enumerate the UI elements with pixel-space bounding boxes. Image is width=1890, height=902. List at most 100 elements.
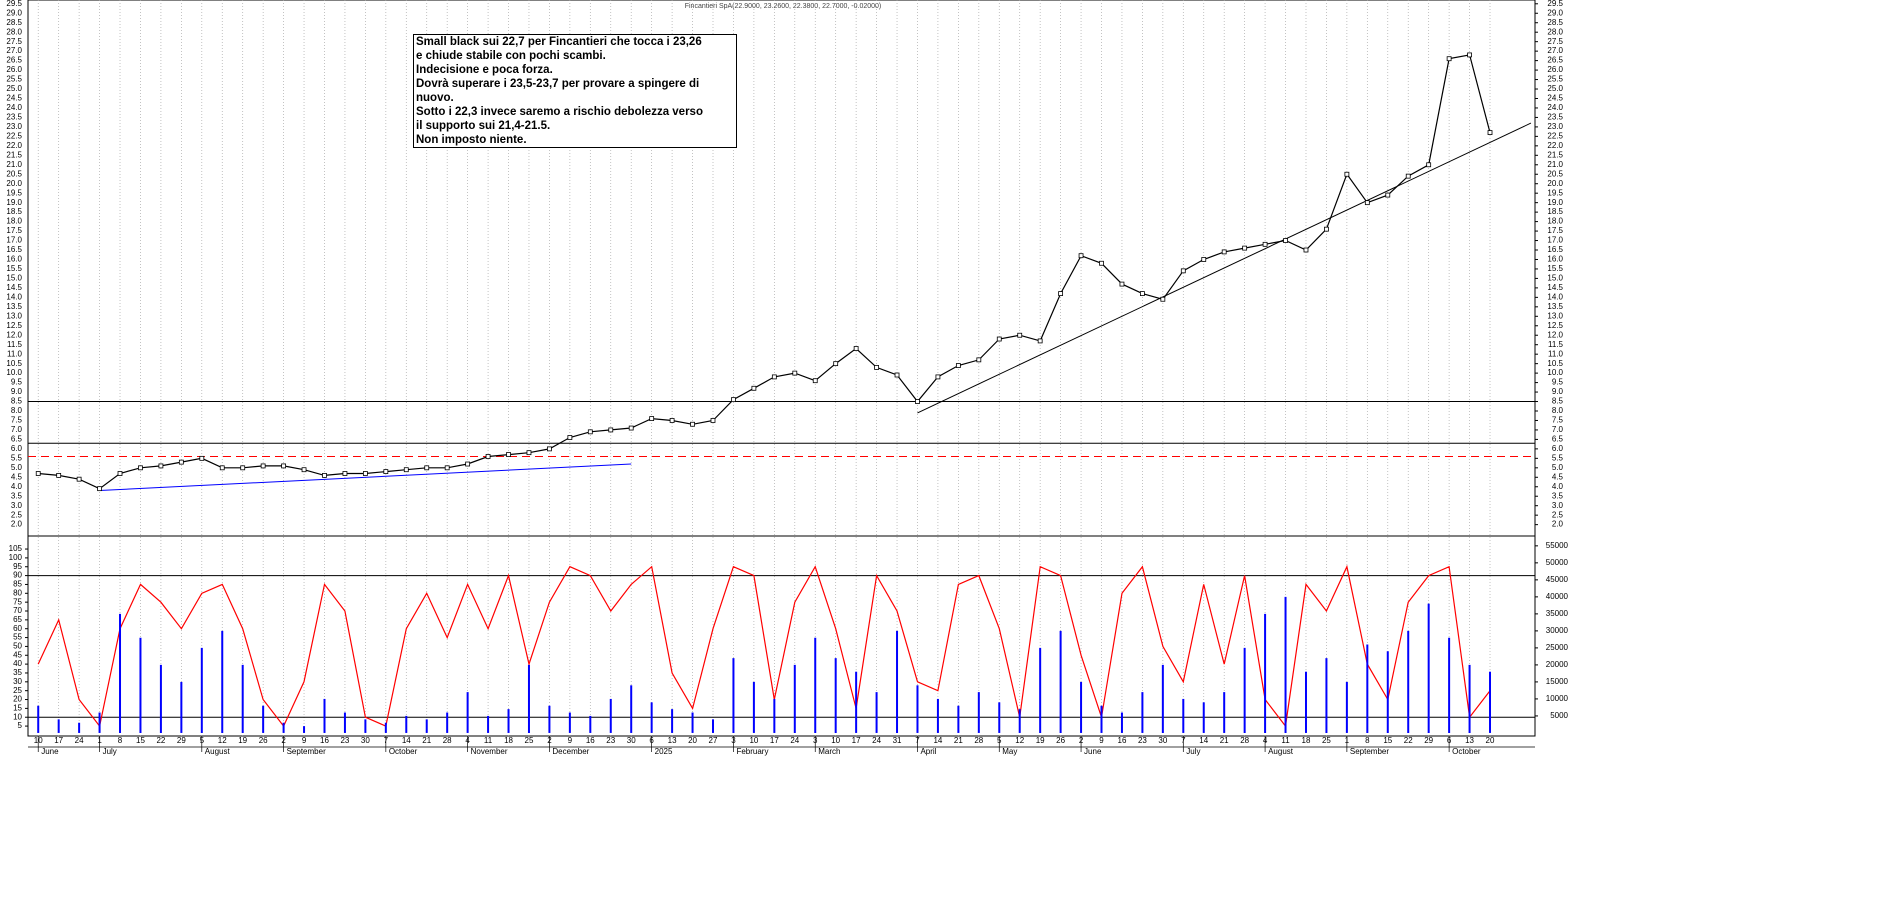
y-tick-label: 22.5: [1547, 131, 1563, 140]
y-tick-label: 16.0: [1547, 255, 1563, 264]
x-tick-label: 17: [770, 736, 779, 745]
y-tick-label: 14.0: [1547, 292, 1563, 301]
y-tick-label: 28.0: [6, 27, 22, 36]
y-tick-label: 13.0: [6, 311, 22, 320]
x-tick-label: 15: [1383, 736, 1392, 745]
price-point: [301, 467, 307, 473]
y-tick-label: 24.0: [6, 103, 22, 112]
y-tick-label: 4.0: [11, 482, 23, 491]
y-tick-label: 25.5: [1547, 75, 1563, 84]
y-tick-label: 28.5: [6, 18, 22, 27]
y-tick-label: 10.0: [1547, 368, 1563, 377]
y-tick-label: 6.0: [11, 444, 23, 453]
x-tick-label: 20: [688, 736, 697, 745]
price-point: [138, 465, 143, 471]
annotation-line: il supporto sui 21,4-21.5.: [416, 120, 551, 132]
y-tick-label: 3.5: [11, 491, 23, 500]
month-label: May: [1002, 747, 1017, 756]
y-tick-label: 18.0: [6, 217, 22, 226]
x-tick-label: 23: [1138, 736, 1147, 745]
price-point: [771, 374, 777, 380]
price-point: [710, 418, 716, 423]
osc-tick-label: 55: [13, 633, 22, 642]
y-tick-label: 20.0: [6, 179, 22, 188]
osc-tick-label: 40: [13, 659, 22, 668]
x-tick-label: 10: [831, 736, 840, 745]
osc-tick-label: 105: [9, 544, 23, 553]
price-point: [1119, 281, 1125, 287]
price-point: [76, 476, 82, 482]
x-tick-label: 8: [118, 736, 123, 745]
y-tick-label: 9.0: [11, 387, 23, 396]
price-point: [1467, 52, 1472, 58]
month-label: September: [1350, 747, 1389, 756]
y-tick-label: 12.5: [1547, 321, 1563, 330]
x-tick-label: 22: [156, 736, 165, 745]
price-point: [403, 467, 409, 473]
y-tick-label: 23.5: [1547, 113, 1563, 122]
osc-tick-label: 20: [13, 695, 22, 704]
x-tick-label: 29: [1424, 736, 1433, 745]
y-tick-label: 27.0: [6, 46, 22, 55]
x-tick-label: 11: [484, 736, 493, 745]
y-tick-label: 26.0: [6, 65, 22, 74]
price-point: [731, 397, 736, 403]
x-tick-label: 16: [320, 736, 329, 745]
osc-tick-label: 100: [9, 553, 23, 562]
price-point: [1221, 249, 1227, 255]
price-point: [444, 465, 450, 471]
price-point: [608, 427, 614, 433]
y-tick-label: 10.5: [1547, 359, 1563, 368]
y-tick-label: 21.0: [1547, 160, 1563, 169]
x-tick-label: 9: [1099, 736, 1104, 745]
price-point: [35, 471, 41, 476]
y-tick-label: 12.0: [1547, 330, 1563, 339]
y-tick-label: 29.5: [1547, 0, 1563, 8]
y-tick-label: 2.5: [1552, 510, 1564, 519]
price-point: [1283, 238, 1288, 243]
y-tick-label: 27.5: [6, 37, 22, 46]
osc-tick-label: 75: [13, 597, 22, 606]
y-tick-label: 11.0: [1548, 349, 1564, 358]
y2-tick-label: 20000: [1546, 660, 1569, 669]
price-point: [792, 370, 798, 376]
price-point: [485, 454, 491, 459]
osc-tick-label: 85: [13, 580, 22, 589]
price-point: [1037, 338, 1043, 344]
month-label: 2025: [655, 747, 673, 756]
x-tick-label: 12: [1015, 736, 1024, 745]
price-point: [362, 471, 368, 476]
price-point: [547, 446, 552, 452]
x-tick-label: 26: [259, 736, 268, 745]
x-tick-label: 11: [1281, 736, 1290, 745]
price-point: [178, 459, 184, 465]
price-point: [158, 463, 164, 469]
y2-tick-label: 10000: [1546, 694, 1569, 703]
osc-tick-label: 10: [13, 712, 22, 721]
x-tick-label: 14: [402, 736, 411, 745]
y-tick-label: 17.0: [6, 236, 22, 245]
y-tick-label: 15.0: [1547, 274, 1563, 283]
price-line: [38, 54, 1491, 490]
y-tick-label: 22.5: [6, 131, 22, 140]
price-point: [955, 363, 961, 368]
y-tick-label: 8.0: [11, 406, 23, 415]
price-point: [383, 469, 389, 475]
price-point: [567, 435, 573, 440]
y-tick-label: 29.0: [1547, 8, 1563, 17]
month-label: June: [41, 747, 59, 756]
month-label: June: [1084, 747, 1102, 756]
y-tick-label: 26.5: [1547, 56, 1563, 65]
y-tick-label: 24.5: [1547, 94, 1563, 103]
y-tick-label: 15.0: [6, 274, 22, 283]
y-tick-label: 4.5: [1552, 472, 1564, 481]
price-point: [1385, 192, 1391, 198]
month-label: September: [287, 747, 326, 756]
annotation-line: Indecisione e poca forza.: [416, 64, 553, 76]
y-tick-label: 20.5: [6, 169, 22, 178]
y-tick-label: 7.0: [1552, 425, 1564, 434]
y-tick-label: 10.5: [6, 359, 22, 368]
x-tick-label: 31: [893, 736, 902, 745]
x-tick-label: 9: [568, 736, 573, 745]
